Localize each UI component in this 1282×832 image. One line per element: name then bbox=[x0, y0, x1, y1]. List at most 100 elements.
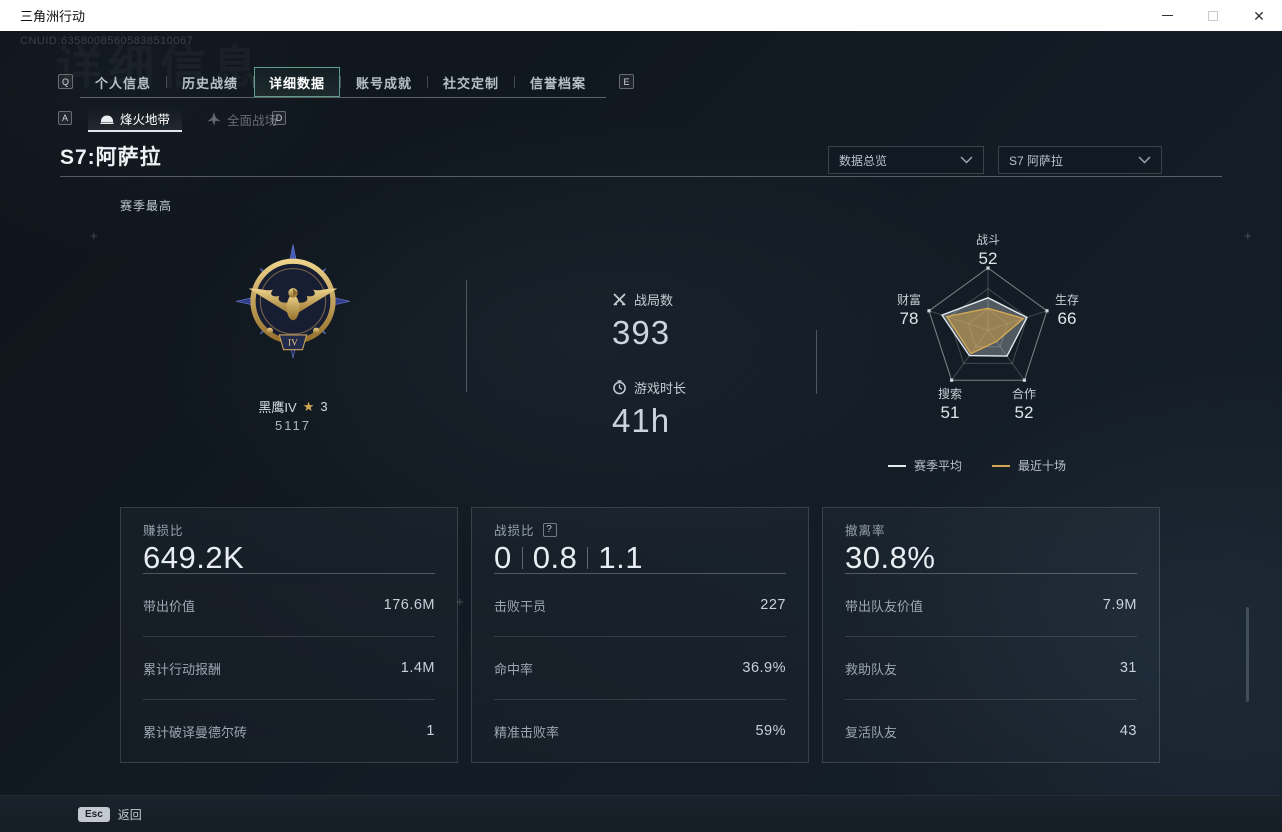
row-label: 救助队友 bbox=[845, 661, 898, 677]
maximize-icon bbox=[1208, 10, 1218, 21]
card-row: 带出价值 176.6M bbox=[143, 574, 435, 636]
row-value: 7.9M bbox=[1102, 597, 1137, 613]
radar-legend: 赛季平均 最近十场 bbox=[888, 457, 1066, 474]
tab-social-custom[interactable]: 社交定制 bbox=[442, 75, 499, 91]
scrollbar-thumb[interactable] bbox=[1246, 607, 1249, 702]
esc-keyhint: Esc bbox=[78, 806, 110, 822]
svg-text:51: 51 bbox=[941, 403, 960, 422]
card-title: 撤离率 bbox=[845, 524, 886, 538]
maximize-button[interactable] bbox=[1190, 0, 1236, 31]
tab-reputation[interactable]: 信誉档案 bbox=[529, 75, 586, 91]
tab-personal-info[interactable]: 个人信息 bbox=[94, 75, 151, 91]
card-row: 救助队友 31 bbox=[845, 636, 1137, 699]
svg-text:52: 52 bbox=[1015, 403, 1034, 422]
stat-label: 游戏时长 bbox=[634, 381, 687, 396]
main-content: 详细信息 CNUID:63580085605838510067 + + + Q … bbox=[0, 31, 1282, 795]
back-label: 返回 bbox=[117, 807, 142, 822]
medal-score: 5117 bbox=[275, 418, 311, 433]
help-icon[interactable]: ? bbox=[542, 522, 557, 537]
stat-play-time: 游戏时长 41h bbox=[612, 378, 686, 440]
card-row: 累计行动报酬 1.4M bbox=[143, 636, 435, 699]
plus-decoration: + bbox=[456, 594, 464, 609]
tab-next-keyhint: E bbox=[619, 74, 634, 89]
card-row: 带出队友价值 7.9M bbox=[845, 574, 1137, 636]
legend-color-swatch bbox=[992, 464, 1011, 467]
row-value: 31 bbox=[1119, 660, 1137, 676]
subtab-fireground-mode[interactable]: 烽火地带 bbox=[88, 106, 183, 132]
row-value: 1 bbox=[426, 723, 435, 739]
window-titlebar: 三角洲行动 ✕ bbox=[0, 0, 1282, 31]
season-select-dropdown[interactable]: S7 阿萨拉 bbox=[998, 146, 1162, 174]
section-header: S7:阿萨拉 bbox=[60, 143, 1222, 177]
stat-cards-row: 赚损比 649.2K 带出价值 176.6M 累计行动报酬 1.4M 累计破译曼… bbox=[120, 507, 1160, 763]
legend-label: 赛季平均 bbox=[914, 459, 963, 473]
main-tabbar: 个人信息 历史战绩 详细数据 账号成就 社交定制 信誉档案 bbox=[80, 67, 606, 98]
tab-detailed-data[interactable]: 详细数据 bbox=[254, 67, 340, 97]
card-kd-ratio: 战损比 ? 0 0.8 1.1 击败干员 227 命中 bbox=[471, 507, 809, 763]
stat-label: 战局数 bbox=[634, 293, 674, 308]
medal-tier-text: IV bbox=[288, 338, 298, 348]
card-value: 30.8% bbox=[845, 540, 936, 575]
row-value: 59% bbox=[755, 723, 786, 739]
back-button[interactable]: Esc 返回 bbox=[78, 806, 142, 823]
plus-decoration: + bbox=[1244, 228, 1252, 243]
row-value: 36.9% bbox=[742, 660, 786, 676]
card-title: 赚损比 bbox=[143, 524, 184, 538]
svg-text:66: 66 bbox=[1058, 309, 1077, 328]
tab-separator bbox=[427, 76, 428, 88]
dropdown-value: S7 阿萨拉 bbox=[1009, 153, 1064, 168]
tab-history-record[interactable]: 历史战绩 bbox=[181, 75, 238, 91]
row-label: 复活队友 bbox=[845, 724, 898, 740]
tab-separator bbox=[253, 76, 254, 88]
row-label: 精准击败率 bbox=[494, 724, 560, 740]
row-value: 1.4M bbox=[400, 660, 435, 676]
star-icon: ★ bbox=[302, 398, 315, 414]
subtab-next-keyhint: D bbox=[272, 111, 286, 125]
chevron-down-icon bbox=[960, 156, 973, 164]
stat-match-count: 战局数 393 bbox=[612, 290, 673, 352]
data-overview-dropdown[interactable]: 数据总览 bbox=[828, 146, 984, 174]
card-row: 命中率 36.9% bbox=[494, 636, 786, 699]
dropdown-value: 数据总览 bbox=[839, 153, 888, 168]
row-label: 击败干员 bbox=[494, 598, 547, 614]
card-title: 战损比 bbox=[494, 524, 535, 538]
medal-caption: 黑鹰IV ★ 3 bbox=[193, 397, 393, 416]
account-uid: CNUID:63580085605838510067 bbox=[20, 35, 194, 47]
window-controls: ✕ bbox=[1144, 0, 1282, 31]
row-value: 227 bbox=[760, 597, 786, 613]
card-value-part: 0 bbox=[494, 540, 512, 575]
row-label: 累计破译曼德尔砖 bbox=[143, 724, 248, 740]
crossed-swords-icon bbox=[613, 293, 626, 306]
svg-text:52: 52 bbox=[979, 249, 998, 268]
tab-separator bbox=[514, 76, 515, 88]
card-row: 击败干员 227 bbox=[494, 574, 786, 636]
mode-subtabs: 烽火地带 全面战场 bbox=[88, 106, 289, 132]
subtab-warfare-mode[interactable]: 全面战场 bbox=[195, 106, 289, 132]
close-button[interactable]: ✕ bbox=[1236, 0, 1282, 31]
svg-text:生存: 生存 bbox=[1055, 293, 1079, 307]
row-value: 43 bbox=[1119, 723, 1137, 739]
vertical-divider bbox=[466, 280, 467, 392]
tab-prev-keyhint: Q bbox=[58, 74, 73, 89]
legend-label: 最近十场 bbox=[1018, 459, 1067, 473]
vertical-divider bbox=[816, 330, 817, 394]
medal-name: 黑鹰IV bbox=[258, 400, 297, 415]
svg-text:财富: 财富 bbox=[897, 292, 921, 307]
row-label: 命中率 bbox=[494, 661, 534, 677]
row-value: 176.6M bbox=[383, 597, 435, 613]
helmet-icon bbox=[100, 115, 114, 124]
card-row: 累计破译曼德尔砖 1 bbox=[143, 699, 435, 762]
minimize-button[interactable] bbox=[1144, 0, 1190, 31]
tab-separator bbox=[340, 76, 341, 88]
svg-text:战斗: 战斗 bbox=[976, 233, 1000, 247]
medal-star-count: 3 bbox=[320, 399, 328, 414]
card-extraction-rate: 撤离率 30.8% 带出队友价值 7.9M 救助队友 31 复活队友 43 bbox=[822, 507, 1160, 763]
subtab-prev-keyhint: A bbox=[58, 111, 72, 125]
window-title: 三角洲行动 bbox=[20, 9, 86, 24]
row-label: 带出价值 bbox=[143, 598, 196, 614]
svg-text:合作: 合作 bbox=[1012, 386, 1036, 401]
tab-achievements[interactable]: 账号成就 bbox=[355, 75, 412, 91]
tab-separator bbox=[166, 76, 167, 88]
legend-season-average: 赛季平均 bbox=[888, 457, 962, 474]
